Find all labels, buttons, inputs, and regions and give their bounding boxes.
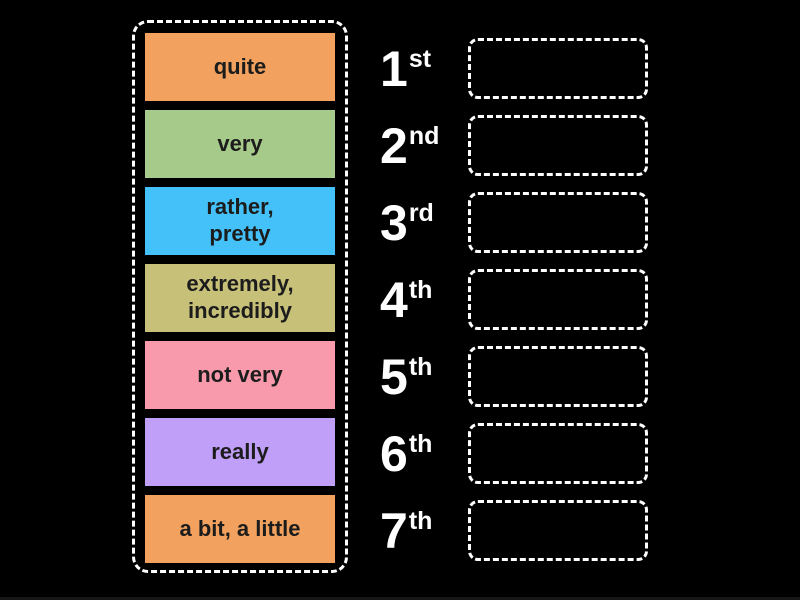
ordinal-suffix: th [408,352,433,381]
drop-slot[interactable] [468,346,648,407]
drop-slot[interactable] [468,115,648,176]
draggable-tile[interactable]: rather, pretty [145,187,335,255]
drop-slots-column [468,38,648,561]
draggable-tile[interactable]: a bit, a little [145,495,335,563]
bottom-edge-strip [0,597,800,600]
drop-slot[interactable] [468,423,648,484]
draggable-tile[interactable]: extremely, incredibly [145,264,335,332]
ordinal-suffix: th [408,429,433,458]
ordinal-number: 5 [380,348,408,405]
ordinal-suffix: th [408,275,433,304]
draggable-tile[interactable]: really [145,418,335,486]
tiles-source-panel: quite very rather, pretty extremely, inc… [132,20,348,573]
drop-slot[interactable] [468,269,648,330]
ordinal-suffix: rd [408,198,434,227]
ordinal-suffix: nd [408,121,440,150]
ordinal-suffix: th [408,506,433,535]
ordinal-number: 7 [380,502,408,559]
draggable-tile[interactable]: quite [145,33,335,101]
ordinal-number: 3 [380,194,408,251]
ordinal-number: 6 [380,425,408,482]
ordinal-number: 2 [380,117,408,174]
drop-slot[interactable] [468,500,648,561]
drop-slot[interactable] [468,38,648,99]
drop-slot[interactable] [468,192,648,253]
draggable-tile[interactable]: not very [145,341,335,409]
ordinal-number: 4 [380,271,408,328]
draggable-tile[interactable]: very [145,110,335,178]
ordinal-suffix: st [408,44,432,73]
ordinal-number: 1 [380,40,408,97]
